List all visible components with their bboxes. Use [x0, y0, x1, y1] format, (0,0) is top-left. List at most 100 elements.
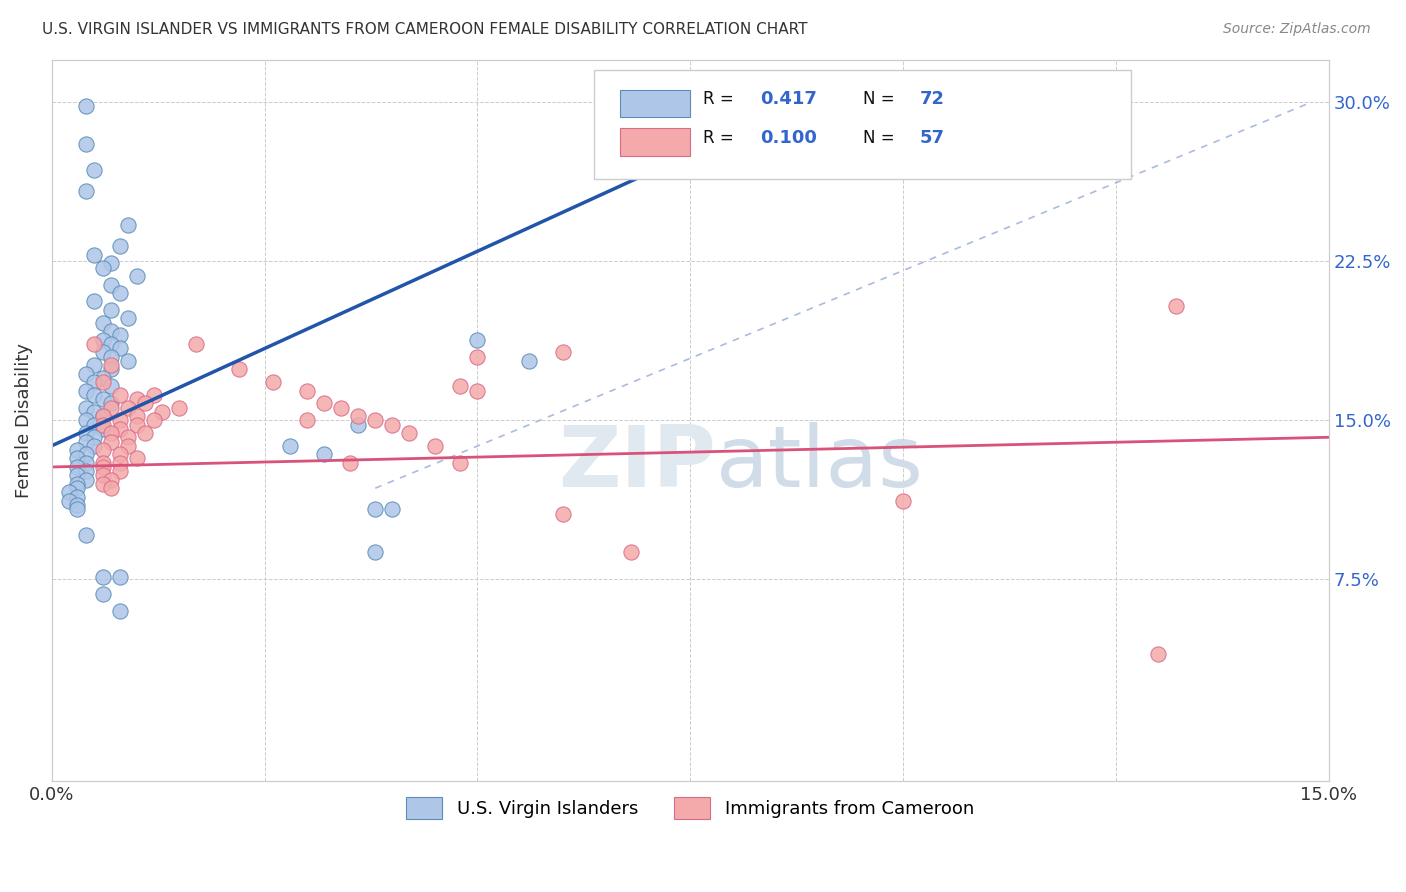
- Point: [75, 384, 97, 398]
- Point: [108, 328, 131, 343]
- Point: [1147, 647, 1170, 661]
- Point: [91, 260, 114, 275]
- Point: [91, 442, 114, 457]
- Point: [100, 256, 122, 270]
- Point: [83, 417, 105, 432]
- Point: [75, 473, 97, 487]
- Point: [278, 439, 301, 453]
- Point: [108, 570, 131, 584]
- Point: [83, 388, 105, 402]
- Point: [125, 409, 148, 423]
- Point: [134, 396, 156, 410]
- FancyBboxPatch shape: [595, 70, 1130, 178]
- Point: [75, 137, 97, 152]
- Point: [100, 337, 122, 351]
- Point: [381, 502, 404, 516]
- Point: [91, 409, 114, 423]
- Point: [108, 388, 131, 402]
- Point: [347, 417, 370, 432]
- Point: [551, 345, 574, 359]
- Point: [91, 477, 114, 491]
- Point: [66, 451, 89, 466]
- Point: [108, 464, 131, 478]
- Point: [75, 367, 97, 381]
- Text: N =: N =: [863, 128, 900, 146]
- Point: [108, 447, 131, 461]
- Text: N =: N =: [863, 90, 900, 108]
- Point: [75, 184, 97, 198]
- Point: [100, 481, 122, 495]
- Point: [75, 434, 97, 449]
- Point: [108, 285, 131, 300]
- Point: [467, 384, 489, 398]
- Point: [75, 464, 97, 478]
- Point: [125, 451, 148, 466]
- Point: [100, 425, 122, 440]
- Point: [91, 345, 114, 359]
- Point: [75, 447, 97, 461]
- Point: [314, 396, 336, 410]
- Point: [83, 405, 105, 419]
- Point: [364, 545, 387, 559]
- Point: [398, 425, 420, 440]
- Point: [108, 604, 131, 618]
- Point: [75, 99, 97, 113]
- Point: [449, 456, 471, 470]
- Point: [100, 396, 122, 410]
- Point: [66, 481, 89, 495]
- Point: [58, 494, 80, 508]
- Point: [83, 248, 105, 262]
- Point: [467, 333, 489, 347]
- Point: [100, 350, 122, 364]
- Point: [91, 375, 114, 389]
- Point: [364, 413, 387, 427]
- Point: [125, 268, 148, 283]
- Text: ZIP: ZIP: [558, 422, 716, 505]
- Text: Source: ZipAtlas.com: Source: ZipAtlas.com: [1223, 22, 1371, 37]
- Point: [125, 392, 148, 406]
- Point: [100, 277, 122, 292]
- Point: [108, 413, 131, 427]
- FancyBboxPatch shape: [620, 90, 690, 118]
- Point: [152, 405, 174, 419]
- Text: U.S. VIRGIN ISLANDER VS IMMIGRANTS FROM CAMEROON FEMALE DISABILITY CORRELATION C: U.S. VIRGIN ISLANDER VS IMMIGRANTS FROM …: [42, 22, 807, 37]
- Point: [186, 337, 208, 351]
- Point: [100, 302, 122, 317]
- Point: [91, 587, 114, 601]
- Point: [83, 358, 105, 372]
- Legend: U.S. Virgin Islanders, Immigrants from Cameroon: U.S. Virgin Islanders, Immigrants from C…: [399, 789, 981, 826]
- Point: [1164, 299, 1187, 313]
- Point: [423, 439, 446, 453]
- Point: [142, 413, 165, 427]
- Point: [449, 379, 471, 393]
- Text: atlas: atlas: [716, 422, 924, 505]
- Point: [91, 468, 114, 483]
- Point: [91, 371, 114, 385]
- Point: [66, 477, 89, 491]
- Point: [75, 528, 97, 542]
- Point: [83, 375, 105, 389]
- Point: [339, 456, 361, 470]
- Point: [117, 430, 139, 444]
- FancyBboxPatch shape: [620, 128, 690, 155]
- Point: [117, 311, 139, 326]
- Point: [100, 324, 122, 338]
- Point: [83, 430, 105, 444]
- Point: [91, 316, 114, 330]
- Point: [91, 460, 114, 475]
- Point: [91, 417, 114, 432]
- Point: [100, 473, 122, 487]
- Text: 0.100: 0.100: [761, 128, 817, 146]
- Text: R =: R =: [703, 128, 740, 146]
- Point: [295, 413, 318, 427]
- Point: [66, 468, 89, 483]
- Point: [517, 354, 540, 368]
- Point: [66, 460, 89, 475]
- Text: 0.417: 0.417: [761, 90, 817, 108]
- Point: [91, 409, 114, 423]
- Point: [66, 498, 89, 512]
- Point: [108, 341, 131, 355]
- Point: [330, 401, 353, 415]
- Point: [91, 570, 114, 584]
- Point: [75, 413, 97, 427]
